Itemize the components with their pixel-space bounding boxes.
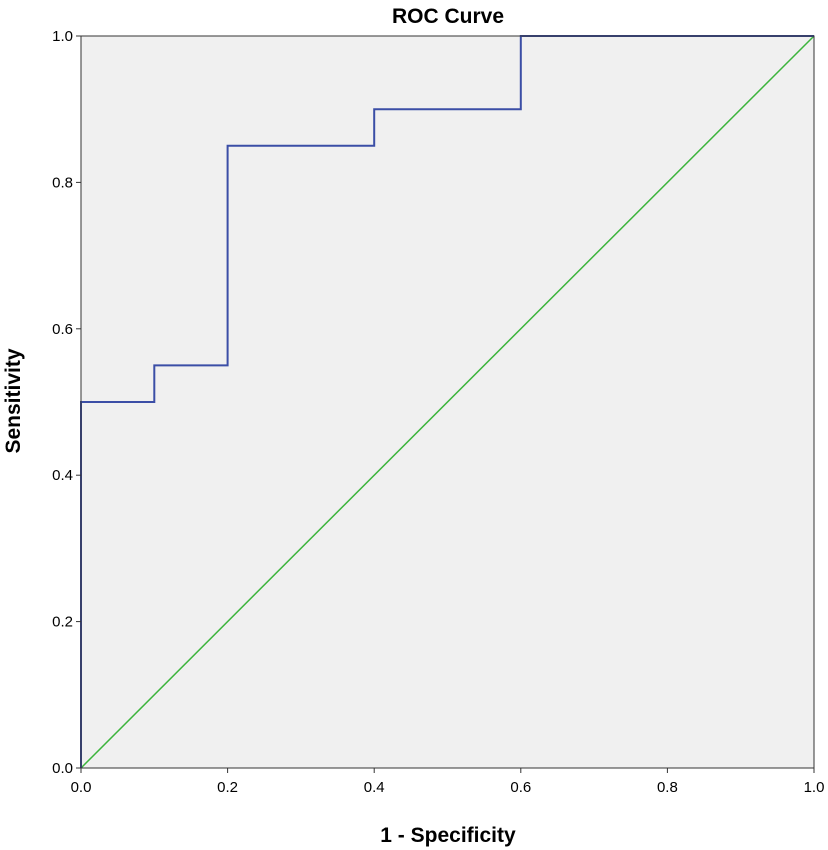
y-axis: 0.0 0.2 0.4 0.6 0.8 1.0 <box>52 28 81 777</box>
chart-title: ROC Curve <box>392 5 504 28</box>
x-tick-label: 0.2 <box>217 779 238 796</box>
plot-frame <box>80 35 815 769</box>
y-tick-label: 0.8 <box>52 174 73 191</box>
x-tick-label: 0.0 <box>71 779 92 796</box>
reference-diagonal-line <box>80 35 815 769</box>
x-tick-label: 0.4 <box>364 779 385 796</box>
x-tick-label: 1.0 <box>804 779 825 796</box>
y-tick-label: 0.4 <box>52 467 73 484</box>
y-tick-label: 0.0 <box>52 760 73 777</box>
y-axis-title: Sensitivity <box>2 348 25 453</box>
y-tick-label: 0.6 <box>52 321 73 338</box>
y-tick-label: 1.0 <box>52 28 73 45</box>
x-axis-title: 1 - Specificity <box>380 824 516 847</box>
series-layer <box>80 35 815 769</box>
y-tick-label: 0.2 <box>52 614 73 631</box>
x-tick-label: 0.6 <box>510 779 531 796</box>
x-tick-label: 0.8 <box>657 779 678 796</box>
x-axis: 0.0 0.2 0.4 0.6 0.8 1.0 <box>71 768 825 796</box>
roc-curve-line <box>80 35 814 768</box>
